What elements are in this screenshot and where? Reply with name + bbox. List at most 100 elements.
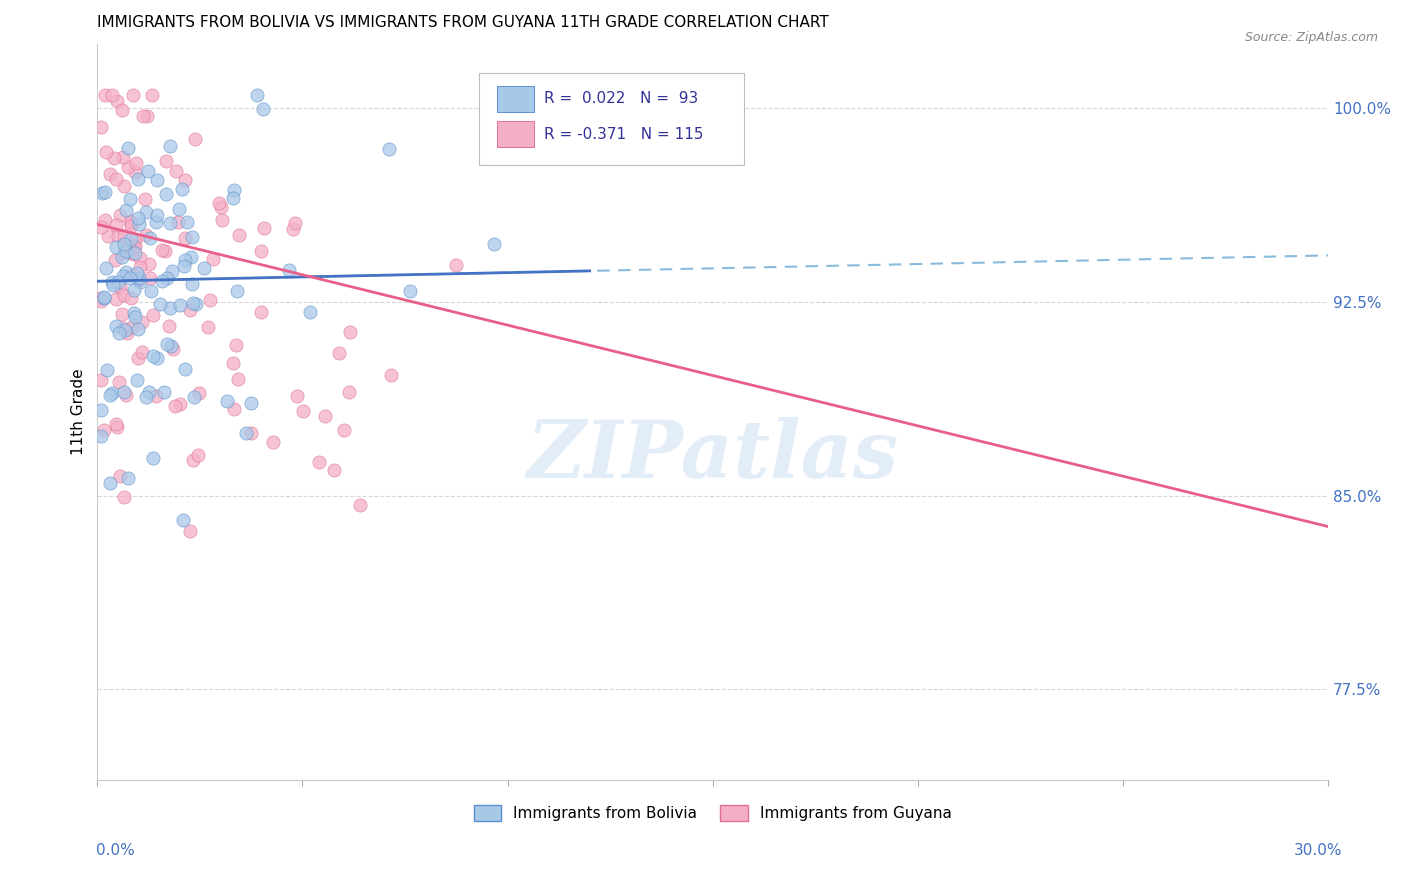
Point — [124, 233, 146, 247]
Point — [135, 228, 157, 243]
Bar — [498, 86, 534, 112]
Point — [120, 232, 142, 246]
Point — [131, 344, 153, 359]
Point — [115, 388, 138, 402]
Point — [115, 326, 138, 340]
Point — [183, 390, 205, 404]
Point — [145, 351, 167, 365]
Point — [249, 305, 271, 319]
Point — [127, 172, 149, 186]
Text: ZIPatlas: ZIPatlas — [527, 417, 898, 494]
Point — [103, 278, 125, 293]
Point — [323, 463, 346, 477]
Point — [129, 275, 152, 289]
Point — [128, 217, 150, 231]
Point — [105, 318, 128, 333]
Point — [94, 213, 117, 227]
Point — [157, 319, 180, 334]
Point — [120, 216, 142, 230]
Point — [150, 243, 173, 257]
Point — [120, 268, 142, 282]
Point — [181, 277, 204, 291]
Point — [93, 424, 115, 438]
Point — [112, 321, 135, 335]
Point — [121, 88, 143, 103]
Point — [90, 294, 112, 309]
Point — [96, 363, 118, 377]
Point — [93, 290, 115, 304]
Point — [122, 283, 145, 297]
Point — [98, 388, 121, 402]
Point — [134, 192, 156, 206]
Point — [250, 244, 273, 258]
Point — [112, 179, 135, 194]
Point — [235, 426, 257, 441]
Point — [224, 402, 246, 417]
Point — [128, 271, 150, 285]
Point — [169, 397, 191, 411]
Text: R =  0.022   N =  93: R = 0.022 N = 93 — [544, 91, 699, 106]
Point — [170, 182, 193, 196]
Point — [142, 308, 165, 322]
Point — [120, 245, 142, 260]
Point — [117, 471, 139, 485]
Point — [277, 263, 299, 277]
Point — [308, 455, 330, 469]
Point — [112, 490, 135, 504]
Point — [117, 161, 139, 175]
Point — [93, 291, 115, 305]
Point — [127, 373, 149, 387]
Point — [174, 362, 197, 376]
Point — [226, 372, 249, 386]
Point — [122, 246, 145, 260]
Point — [103, 151, 125, 165]
Point — [146, 208, 169, 222]
FancyBboxPatch shape — [479, 73, 744, 165]
Point — [169, 298, 191, 312]
Point — [444, 258, 467, 272]
Point — [112, 385, 135, 400]
Point — [339, 385, 361, 400]
Point — [208, 195, 231, 210]
Point — [129, 251, 152, 265]
Point — [105, 420, 128, 434]
Point — [314, 409, 336, 423]
Point — [222, 356, 245, 370]
Point — [97, 228, 120, 243]
Text: Source: ZipAtlas.com: Source: ZipAtlas.com — [1244, 31, 1378, 45]
Point — [101, 88, 124, 103]
Point — [291, 404, 314, 418]
Point — [112, 246, 135, 260]
Point — [482, 236, 505, 251]
Point — [187, 386, 209, 401]
Point — [155, 187, 177, 202]
Point — [179, 524, 201, 538]
Point — [94, 88, 117, 103]
Point — [215, 393, 238, 408]
Text: 0.0%: 0.0% — [96, 843, 135, 858]
Point — [328, 346, 350, 360]
Point — [156, 337, 179, 351]
Point — [105, 94, 128, 108]
Point — [114, 244, 136, 259]
Point — [145, 389, 167, 403]
Point — [139, 230, 162, 244]
Point — [112, 150, 135, 164]
Point — [145, 215, 167, 229]
Point — [90, 186, 112, 200]
Point — [228, 228, 250, 243]
Point — [112, 268, 135, 283]
Point — [90, 220, 112, 235]
Point — [118, 192, 141, 206]
Point — [122, 241, 145, 255]
Point — [105, 171, 128, 186]
Point — [112, 288, 135, 302]
Point — [198, 293, 221, 307]
Point — [118, 213, 141, 227]
Point — [98, 167, 121, 181]
Point — [174, 252, 197, 267]
Point — [138, 257, 160, 271]
Point — [179, 302, 201, 317]
Point — [225, 337, 247, 351]
Text: R = -0.371   N = 115: R = -0.371 N = 115 — [544, 127, 703, 142]
